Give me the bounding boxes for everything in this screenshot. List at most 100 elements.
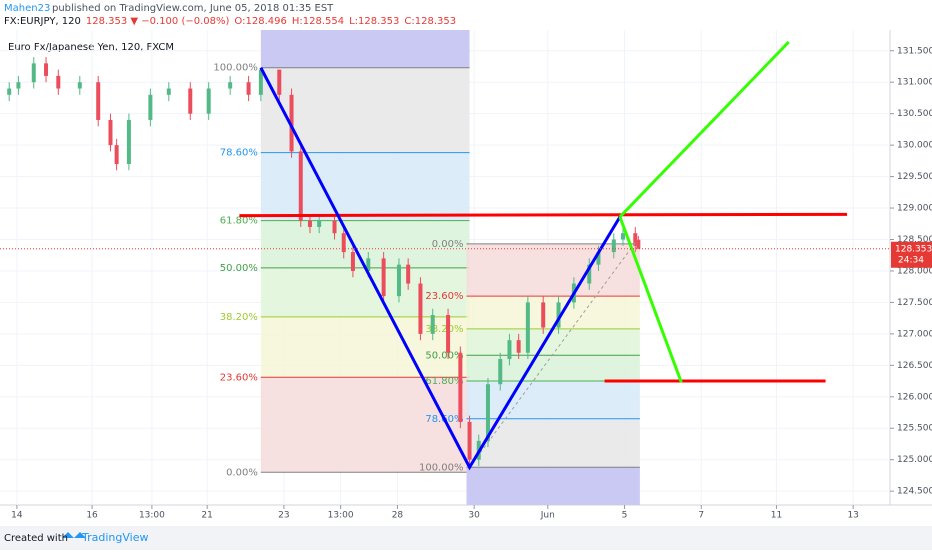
candle-body bbox=[114, 145, 119, 165]
footer-bar bbox=[0, 526, 932, 550]
y-tick-label: 126.000 bbox=[897, 392, 932, 402]
y-tick-label: 130.500 bbox=[897, 109, 932, 119]
candle-body bbox=[541, 302, 546, 328]
candle-body bbox=[446, 315, 451, 353]
trend-line bbox=[239, 212, 848, 218]
candle-body bbox=[206, 88, 211, 114]
trend-line bbox=[259, 67, 622, 471]
candle-body bbox=[636, 239, 641, 249]
x-tick-label: 14 bbox=[11, 511, 23, 521]
symbol-part: C:128.353 bbox=[404, 16, 456, 27]
y-tick-label: 124.500 bbox=[897, 487, 932, 497]
candle-body bbox=[556, 302, 561, 328]
fib-band bbox=[260, 152, 470, 221]
candle-body bbox=[381, 258, 386, 297]
candle-body bbox=[633, 233, 638, 246]
candle-body bbox=[31, 63, 36, 83]
footer-brand[interactable]: TradingView bbox=[81, 531, 148, 544]
candle-body bbox=[498, 359, 503, 385]
candle-body bbox=[246, 82, 251, 95]
candle-body bbox=[396, 264, 401, 297]
y-tick-label: 131.500 bbox=[897, 46, 932, 56]
candle-body bbox=[366, 258, 371, 271]
fib-band bbox=[260, 377, 470, 473]
trend-line bbox=[618, 40, 790, 218]
x-tick-label: 13:00 bbox=[328, 511, 354, 521]
published: published on TradingView.com, June 05, 2… bbox=[52, 3, 334, 14]
y-tick-label: 126.500 bbox=[897, 361, 932, 371]
symbol-part: FX:EURJPY, 120 bbox=[4, 16, 81, 27]
logo bbox=[62, 532, 86, 538]
candle-body bbox=[621, 233, 625, 240]
candle-body bbox=[126, 119, 131, 165]
candle-body bbox=[307, 220, 312, 227]
candle-body bbox=[596, 252, 601, 265]
candle-body bbox=[44, 63, 49, 76]
x-tick-label: 11 bbox=[771, 511, 782, 521]
candle-body bbox=[485, 384, 490, 441]
candle-body bbox=[7, 88, 12, 95]
candle-body bbox=[350, 252, 355, 271]
fib-label: 38.20% bbox=[220, 312, 258, 323]
y-tick-label: 125.500 bbox=[897, 424, 932, 434]
fib-band bbox=[260, 316, 470, 378]
symbol-part: L:128.353 bbox=[349, 16, 399, 27]
fib-label: 78.60% bbox=[220, 148, 258, 159]
candle-body bbox=[228, 82, 233, 89]
candle-body bbox=[587, 264, 592, 284]
x-tick-label: 28 bbox=[392, 511, 404, 521]
chart-title: Euro Fx/Japanese Yen, 120, FXCM bbox=[8, 42, 174, 53]
y-tick-label: 130.000 bbox=[897, 141, 932, 151]
author[interactable]: Mahen23 bbox=[4, 3, 50, 14]
fib-shade bbox=[260, 30, 470, 68]
y-tick-label: 127.000 bbox=[897, 329, 932, 339]
candle-body bbox=[298, 151, 303, 221]
fib-label: 61.80% bbox=[425, 376, 463, 387]
candle-body bbox=[516, 340, 521, 353]
x-tick-label: 5 bbox=[622, 511, 628, 521]
candle-body bbox=[166, 88, 171, 95]
candle-body bbox=[258, 69, 263, 95]
candle-body bbox=[332, 220, 337, 234]
plot: 124.500 125.000 125.500 126.000 126.500 127.0… bbox=[0, 30, 932, 521]
fib-band bbox=[260, 67, 470, 153]
candle-body bbox=[467, 421, 472, 460]
candle-body bbox=[458, 352, 463, 422]
candle-body bbox=[108, 119, 113, 146]
fib-band bbox=[466, 418, 640, 468]
candle-body bbox=[277, 69, 282, 95]
trend-line bbox=[469, 242, 636, 468]
fib-band bbox=[466, 243, 640, 297]
candle-body bbox=[317, 220, 322, 227]
x-tick-label: 13:00 bbox=[139, 511, 165, 521]
candle-body bbox=[525, 302, 530, 353]
x-tick-label: 23 bbox=[278, 511, 289, 521]
x-tick-label: 7 bbox=[698, 511, 704, 521]
candle-body bbox=[77, 82, 82, 89]
fib-label: 38.20% bbox=[425, 324, 463, 335]
x-tick-label: 30 bbox=[468, 511, 480, 521]
fib-band bbox=[466, 381, 640, 419]
fib-label: 23.60% bbox=[425, 291, 463, 302]
fib-label: 50.00% bbox=[220, 263, 258, 274]
fib-shade bbox=[466, 467, 640, 505]
x-tick-label: 13 bbox=[847, 511, 858, 521]
symbol-part: 128.353 ▼ −0.100 (−0.08%) bbox=[86, 16, 230, 27]
footer-created: Created with bbox=[4, 533, 68, 544]
y-tick-label: 125.000 bbox=[897, 455, 932, 465]
y-tick-label: 131.000 bbox=[897, 78, 932, 88]
candle-body bbox=[418, 283, 423, 334]
fib-band bbox=[466, 296, 640, 329]
x-tick-label: Jun bbox=[540, 511, 555, 521]
candle-body bbox=[188, 88, 193, 114]
candle-body bbox=[611, 239, 616, 253]
fib-label: 0.00% bbox=[432, 239, 464, 250]
candle-body bbox=[341, 233, 346, 253]
fib-band bbox=[260, 267, 470, 317]
y-tick-label: 127.500 bbox=[897, 298, 932, 308]
candle-body bbox=[507, 340, 512, 360]
symbol-part: O:128.496 bbox=[234, 16, 286, 27]
candle-body bbox=[16, 82, 21, 89]
fib-band bbox=[260, 220, 470, 268]
x-tick-label: 16 bbox=[86, 511, 98, 521]
